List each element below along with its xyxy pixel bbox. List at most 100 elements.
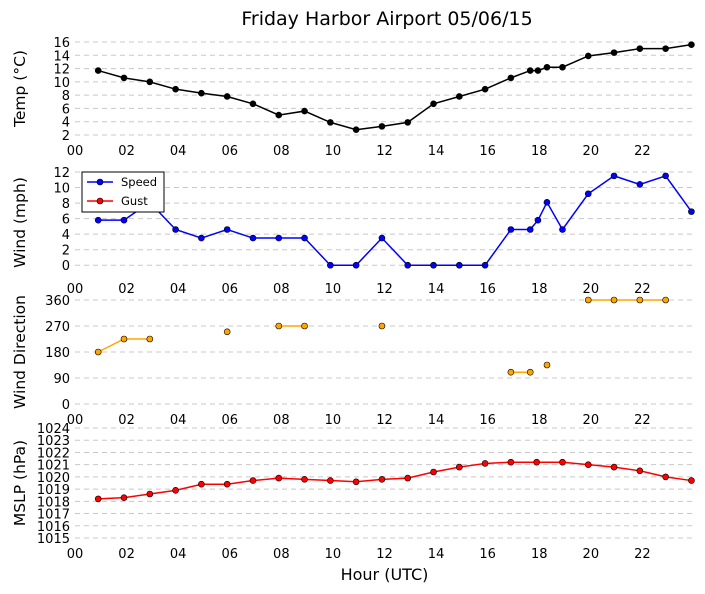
x-tick-label: 00 — [67, 144, 84, 159]
data-point — [610, 463, 618, 471]
y-tick-label: 14 — [53, 49, 70, 64]
x-tick-label: 16 — [479, 282, 496, 297]
data-point — [404, 119, 412, 126]
data-point — [249, 477, 257, 484]
data-point — [275, 111, 283, 119]
data-point — [223, 480, 231, 488]
legend-label: Speed — [121, 175, 157, 189]
x-tick-label: 10 — [325, 144, 342, 159]
data-point — [301, 476, 308, 483]
y-tick-label: 10 — [53, 76, 70, 91]
x-tick-label: 14 — [428, 282, 445, 297]
series-line — [98, 43, 692, 131]
x-tick-label: 22 — [634, 413, 651, 428]
data-point — [378, 123, 386, 130]
data-point — [352, 478, 360, 486]
y-tick-label: 1022 — [37, 446, 70, 461]
data-point — [94, 216, 102, 224]
data-point — [198, 234, 205, 242]
x-tick-label: 12 — [376, 413, 393, 428]
data-point — [526, 67, 534, 74]
data-point — [172, 226, 179, 233]
y-tick-label: 1023 — [37, 434, 70, 449]
y-tick-label: 270 — [45, 320, 70, 335]
data-point — [430, 100, 437, 108]
data-point — [249, 234, 257, 242]
panel-3 — [75, 427, 695, 539]
x-tick-label: 22 — [634, 282, 651, 297]
x-tick-label: 14 — [428, 144, 445, 159]
data-point — [688, 208, 695, 215]
data-point — [481, 460, 489, 467]
data-point — [543, 361, 551, 369]
x-tick-label: 18 — [531, 547, 548, 562]
series-line — [98, 174, 693, 266]
y-tick-label: 1020 — [37, 471, 70, 486]
x-tick-label: 00 — [67, 547, 84, 562]
data-point — [559, 63, 566, 71]
x-tick-label: 10 — [325, 282, 342, 297]
data-point — [249, 100, 257, 108]
y-tick-label: 4 — [62, 116, 70, 131]
y-tick-label: 16 — [53, 36, 70, 51]
data-point — [146, 490, 154, 498]
y-tick-label: 360 — [45, 294, 70, 309]
data-point — [198, 89, 205, 97]
data-point — [533, 458, 540, 466]
y-tick-label: 90 — [53, 372, 70, 387]
data-point — [430, 468, 437, 476]
data-point — [172, 85, 179, 93]
y-tick-label: 180 — [45, 346, 70, 361]
x-tick-label: 06 — [221, 413, 238, 428]
panel-1 — [75, 171, 695, 269]
x-tick-label: 22 — [634, 144, 651, 159]
data-point — [662, 172, 669, 180]
data-point — [481, 261, 489, 269]
data-point — [526, 368, 534, 376]
data-point — [223, 328, 231, 336]
data-point — [275, 234, 283, 242]
data-point — [636, 181, 644, 188]
legend-label: Gust — [121, 194, 148, 208]
x-tick-label: 08 — [273, 547, 290, 562]
data-point — [534, 67, 542, 74]
data-point — [610, 172, 618, 180]
data-point — [584, 52, 592, 60]
data-point — [662, 45, 669, 52]
y-tick-label: 0 — [62, 259, 70, 274]
data-point — [584, 461, 592, 468]
data-point — [559, 226, 566, 233]
y-tick-label: 4 — [62, 228, 70, 243]
legend-marker — [96, 178, 104, 186]
data-point — [301, 322, 308, 330]
x-tick-label: 18 — [531, 144, 548, 159]
y-tick-label: 2 — [62, 244, 70, 259]
data-point — [559, 458, 566, 466]
y-tick-label: 12 — [53, 63, 70, 78]
y-tick-label: 6 — [62, 102, 70, 117]
x-tick-label: 04 — [170, 282, 187, 297]
data-point — [636, 467, 644, 475]
data-point — [172, 487, 179, 494]
data-point — [455, 463, 463, 471]
panel-0 — [75, 41, 695, 136]
data-point — [507, 226, 515, 233]
x-tick-label: 02 — [118, 144, 135, 159]
data-point — [662, 296, 669, 304]
y-tick-label: 1024 — [37, 422, 70, 437]
x-tick-label: 04 — [170, 547, 187, 562]
y-tick-label: 1015 — [37, 532, 70, 547]
x-tick-label: 02 — [118, 547, 135, 562]
x-tick-label: 04 — [170, 144, 187, 159]
data-point — [120, 74, 128, 82]
data-point — [610, 296, 618, 304]
x-axis-label: Hour (UTC) — [341, 565, 429, 584]
x-tick-label: 08 — [273, 413, 290, 428]
data-point — [526, 226, 534, 233]
x-tick-label: 02 — [118, 413, 135, 428]
data-point — [378, 234, 386, 242]
data-point — [94, 67, 102, 74]
data-point — [378, 476, 386, 483]
x-tick-label: 06 — [221, 282, 238, 297]
x-tick-label: 10 — [325, 547, 342, 562]
